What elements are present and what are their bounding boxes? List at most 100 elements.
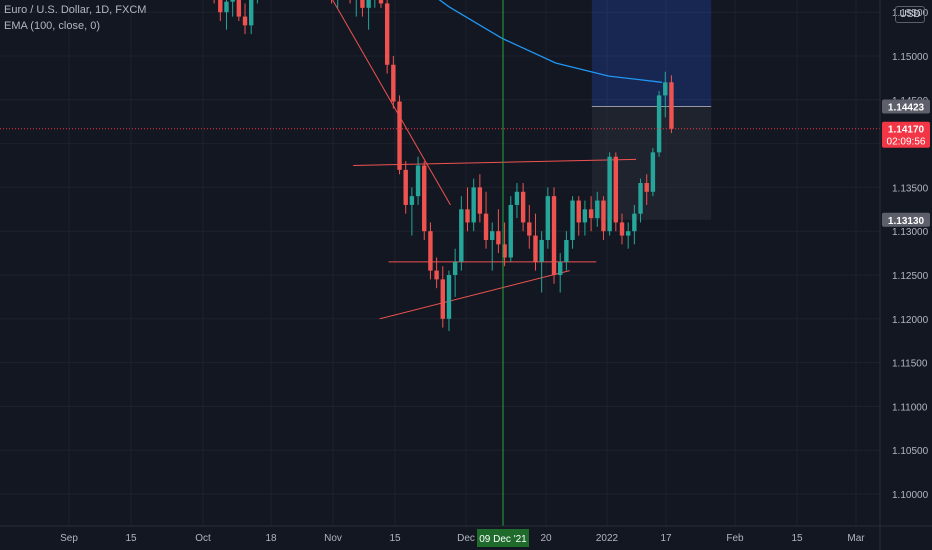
- candle-body: [582, 209, 588, 223]
- candle-body: [428, 231, 433, 271]
- candle-body: [502, 244, 507, 258]
- current-price-label: 1.14423: [888, 103, 925, 114]
- candle-body: [409, 196, 415, 205]
- time-tick-label: 15: [389, 533, 401, 544]
- candle-body: [242, 16, 248, 26]
- price-tick-label: 1.11000: [892, 402, 928, 413]
- symbol-title[interactable]: Euro / U.S. Dollar, 1D, FXCM: [4, 4, 147, 16]
- time-tick-label: Mar: [847, 533, 865, 544]
- candle-body: [632, 213, 637, 232]
- time-tick-label: 15: [791, 533, 803, 544]
- candle-body: [508, 204, 513, 258]
- price-tick-label: 1.11500: [892, 359, 928, 370]
- time-tick-label: 15: [125, 533, 137, 544]
- candle-body: [403, 169, 408, 205]
- time-tick-label: Oct: [195, 533, 211, 544]
- price-tick-label: 1.12000: [892, 315, 929, 326]
- candle-body: [576, 200, 581, 223]
- candle-body: [230, 0, 235, 2]
- candle-body: [452, 261, 458, 275]
- candle-body: [415, 165, 421, 197]
- candle-body: [619, 222, 625, 236]
- candle-body: [539, 239, 544, 262]
- trend-line[interactable]: [269, 0, 451, 206]
- price-tick-label: 1.12500: [892, 271, 929, 282]
- price-tick-label: 1.15500: [892, 8, 929, 19]
- candle-body: [391, 64, 396, 102]
- candle-body: [384, 3, 390, 65]
- candle-body: [459, 209, 464, 262]
- time-tick-label: 18: [265, 533, 277, 544]
- candle-body: [663, 82, 668, 96]
- candle-body: [595, 200, 600, 219]
- candle-body: [440, 279, 445, 319]
- time-tick-label: Sep: [60, 533, 78, 544]
- candle-body: [366, 0, 371, 8]
- price-tick-label: 1.13000: [892, 227, 929, 238]
- candle-body: [477, 187, 483, 214]
- candle-body: [656, 95, 662, 153]
- candle-body: [378, 0, 384, 4]
- candle-body: [224, 1, 229, 13]
- price-tick-label: 1.15000: [892, 52, 929, 63]
- candle-body: [527, 222, 532, 236]
- candle-body: [638, 183, 643, 214]
- crosshair-date-badge: [477, 529, 529, 547]
- price-tick-label: 1.10500: [892, 446, 929, 457]
- candle-body: [483, 213, 489, 240]
- candle-body: [644, 183, 649, 192]
- target-zone[interactable]: [591, 0, 712, 107]
- candle-body: [650, 152, 656, 192]
- time-tick-label: 20: [540, 533, 552, 544]
- price-tick-label: 1.13500: [892, 183, 929, 194]
- stop-price-label: 1.13130: [888, 216, 925, 227]
- time-tick-label: 17: [660, 533, 672, 544]
- candle-body: [545, 196, 551, 240]
- indicator-label[interactable]: EMA (100, close, 0): [4, 20, 100, 32]
- time-tick-label: Dec: [457, 533, 475, 544]
- crosshair-date-label: 09 Dec '21: [479, 534, 527, 545]
- candle-body: [625, 231, 631, 236]
- grid-lines: [0, 0, 880, 526]
- candle-body: [533, 235, 538, 262]
- current-price-label-badge: [882, 99, 930, 114]
- candle-body: [434, 270, 439, 280]
- candle-body: [397, 101, 402, 170]
- candle-body: [669, 82, 674, 129]
- currency-button[interactable]: USD: [895, 6, 925, 23]
- candle-body: [607, 156, 612, 232]
- time-tick-label: 2022: [596, 533, 619, 544]
- last-close-label: 1.14170: [888, 125, 925, 136]
- candle-body: [496, 231, 501, 245]
- time-tick-label: Nov: [324, 533, 342, 544]
- trend-line[interactable]: [379, 270, 570, 320]
- last-close-label-countdown: 02:09:56: [887, 137, 926, 148]
- candles: [213, 0, 674, 332]
- time-axis[interactable]: Sep 15 Oct 18 Nov 15 Dec 20 2022 17 Feb 15 Mar 09 Dec…: [0, 525, 932, 547]
- candle-body: [422, 165, 427, 232]
- ema-line: [438, 0, 663, 83]
- candle-body: [551, 196, 557, 275]
- candle-body: [218, 0, 223, 13]
- candle-body: [471, 187, 476, 223]
- candle-body: [558, 261, 563, 275]
- candle-body: [514, 191, 520, 205]
- candle-body: [249, 0, 254, 26]
- candle-body: [570, 200, 575, 240]
- stop-price-label-badge: [882, 212, 930, 227]
- time-tick-label: Feb: [726, 533, 744, 544]
- candle-body: [588, 209, 594, 219]
- candle-body: [236, 0, 242, 17]
- candle-body: [465, 209, 470, 223]
- candle-body: [601, 200, 606, 232]
- candle-body: [564, 239, 569, 262]
- candle-body: [613, 156, 619, 223]
- candle-body: [520, 191, 526, 223]
- price-tick-label: 1.10000: [892, 490, 929, 501]
- last-close-label-badge: [882, 121, 930, 148]
- candle-body: [446, 275, 452, 319]
- candle-body: [490, 231, 495, 240]
- candle-body: [360, 0, 365, 8]
